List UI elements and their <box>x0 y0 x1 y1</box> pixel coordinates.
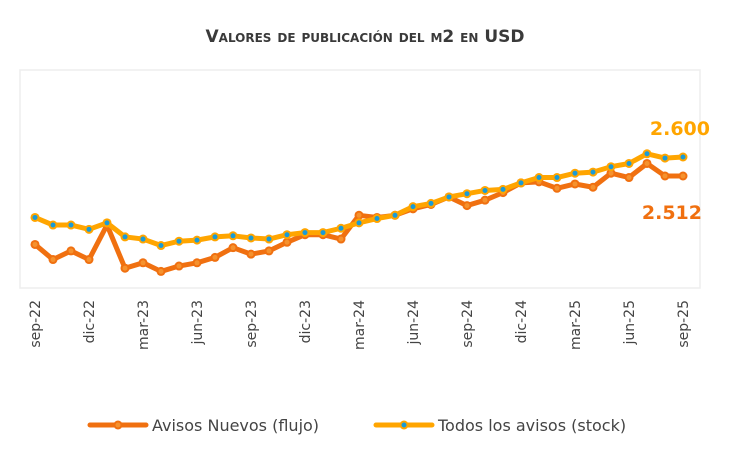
x-tick-label: dic-22 <box>82 300 98 343</box>
data-point-marker-1-9 <box>194 237 200 243</box>
legend-item-0: Avisos Nuevos (flujo) <box>87 416 319 435</box>
data-point-marker-1-25 <box>482 187 488 193</box>
data-point-marker-1-21 <box>410 204 416 210</box>
data-point-marker-1-26 <box>500 186 506 192</box>
x-tick-label: sep-25 <box>676 300 692 348</box>
data-point-marker-0-9 <box>194 260 200 266</box>
data-point-marker-1-33 <box>626 160 632 166</box>
data-point-marker-1-36 <box>680 154 686 160</box>
data-point-marker-1-7 <box>158 243 164 249</box>
legend-label: Todos los avisos (stock) <box>437 416 626 435</box>
data-point-marker-1-5 <box>122 234 128 240</box>
data-point-marker-1-18 <box>356 220 362 226</box>
data-point-marker-0-31 <box>590 184 596 190</box>
x-tick-label: mar-23 <box>136 300 152 350</box>
data-point-marker-0-36 <box>680 173 686 179</box>
data-point-marker-0-6 <box>140 260 146 266</box>
x-tick-label: jun-24 <box>406 300 422 346</box>
chart-title: Valores de publicación del m2 en USD <box>206 27 525 47</box>
legend-label: Avisos Nuevos (flujo) <box>152 416 319 435</box>
data-point-marker-1-16 <box>320 230 326 236</box>
data-point-marker-0-29 <box>554 185 560 191</box>
data-point-marker-0-25 <box>482 197 488 203</box>
data-point-marker-1-1 <box>50 222 56 228</box>
data-point-marker-1-4 <box>104 220 110 226</box>
plot-area <box>19 69 701 289</box>
data-point-marker-0-12 <box>248 251 254 257</box>
data-point-marker-1-3 <box>86 226 92 232</box>
end-label-stock: 2.600 <box>650 118 710 140</box>
data-point-marker-1-22 <box>428 200 434 206</box>
x-tick-label: dic-23 <box>298 300 314 343</box>
data-point-marker-1-17 <box>338 225 344 231</box>
data-point-marker-0-33 <box>626 175 632 181</box>
data-point-marker-1-24 <box>464 191 470 197</box>
data-point-marker-0-2 <box>68 248 74 254</box>
data-point-marker-0-32 <box>608 170 614 176</box>
data-point-marker-1-28 <box>536 175 542 181</box>
data-point-marker-0-17 <box>338 236 344 242</box>
data-point-marker-0-1 <box>50 257 56 263</box>
x-tick-label: mar-24 <box>352 300 368 350</box>
data-point-marker-0-8 <box>176 263 182 269</box>
data-point-marker-0-35 <box>662 173 668 179</box>
data-point-marker-1-14 <box>284 232 290 238</box>
x-tick-label: jun-25 <box>622 300 638 346</box>
data-point-marker-0-34 <box>644 160 650 166</box>
data-point-marker-1-15 <box>302 230 308 236</box>
data-point-marker-1-6 <box>140 236 146 242</box>
data-point-marker-1-11 <box>230 233 236 239</box>
legend-marker-inner <box>401 422 407 428</box>
data-point-marker-1-35 <box>662 155 668 161</box>
x-tick-label: sep-23 <box>244 300 260 348</box>
data-point-marker-1-32 <box>608 164 614 170</box>
data-point-marker-0-13 <box>266 248 272 254</box>
data-point-marker-1-10 <box>212 234 218 240</box>
data-point-marker-1-20 <box>392 212 398 218</box>
data-point-marker-0-18 <box>356 212 362 218</box>
x-tick-label: dic-24 <box>514 300 530 343</box>
data-point-marker-1-19 <box>374 216 380 222</box>
data-point-marker-0-10 <box>212 254 218 260</box>
data-point-marker-1-8 <box>176 238 182 244</box>
data-point-marker-1-23 <box>446 194 452 200</box>
x-tick-label: mar-25 <box>568 300 584 350</box>
data-point-marker-0-11 <box>230 245 236 251</box>
data-point-marker-1-27 <box>518 180 524 186</box>
x-tick-label: jun-23 <box>190 300 206 346</box>
x-tick-label: sep-22 <box>28 300 44 348</box>
data-point-marker-0-0 <box>32 241 38 247</box>
data-point-marker-1-0 <box>32 214 38 220</box>
data-point-marker-0-7 <box>158 268 164 274</box>
data-point-marker-0-3 <box>86 257 92 263</box>
data-point-marker-0-24 <box>464 203 470 209</box>
legend-item-1: Todos los avisos (stock) <box>373 416 626 435</box>
data-point-marker-0-5 <box>122 265 128 271</box>
data-point-marker-1-31 <box>590 169 596 175</box>
x-tick-label: sep-24 <box>460 300 476 348</box>
legend-marker-inner <box>115 422 121 428</box>
data-point-marker-1-13 <box>266 236 272 242</box>
series-line-1 <box>34 151 684 249</box>
data-point-marker-1-30 <box>572 170 578 176</box>
data-point-marker-1-29 <box>554 175 560 181</box>
data-point-marker-1-34 <box>644 151 650 157</box>
data-point-marker-1-12 <box>248 235 254 241</box>
end-label-flujo: 2.512 <box>642 202 702 224</box>
data-point-marker-0-30 <box>572 181 578 187</box>
data-point-marker-1-2 <box>68 222 74 228</box>
data-point-marker-0-14 <box>284 239 290 245</box>
